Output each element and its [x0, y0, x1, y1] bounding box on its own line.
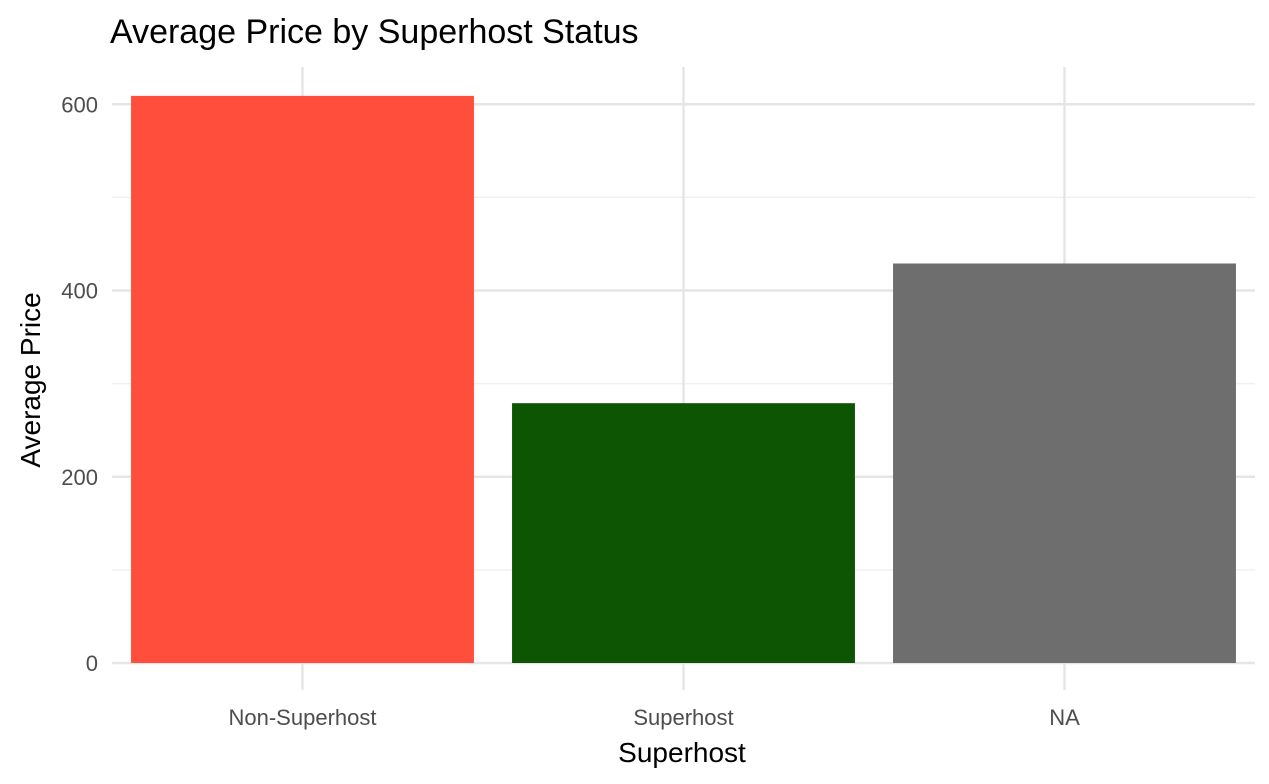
bars: [131, 95, 1236, 663]
chart-title: Average Price by Superhost Status: [110, 13, 639, 51]
x-tick-label: Non-Superhost: [229, 705, 377, 730]
y-tick-label: 200: [61, 465, 98, 490]
y-tick-label: 0: [86, 651, 98, 676]
x-tick-label: NA: [1049, 705, 1080, 730]
bar-non-superhost: [131, 95, 474, 663]
y-tick-label: 400: [61, 279, 98, 304]
y-axis-title: Average Price: [15, 292, 46, 467]
x-axis-title: Superhost: [618, 737, 746, 768]
bar-superhost: [512, 403, 855, 663]
y-tick-label: 600: [61, 92, 98, 117]
bar-na: [893, 263, 1236, 663]
x-axis-ticks: Non-Superhost Superhost NA: [229, 705, 1081, 730]
x-tick-label: Superhost: [633, 705, 733, 730]
y-axis-ticks: 0 200 400 600: [61, 92, 98, 676]
